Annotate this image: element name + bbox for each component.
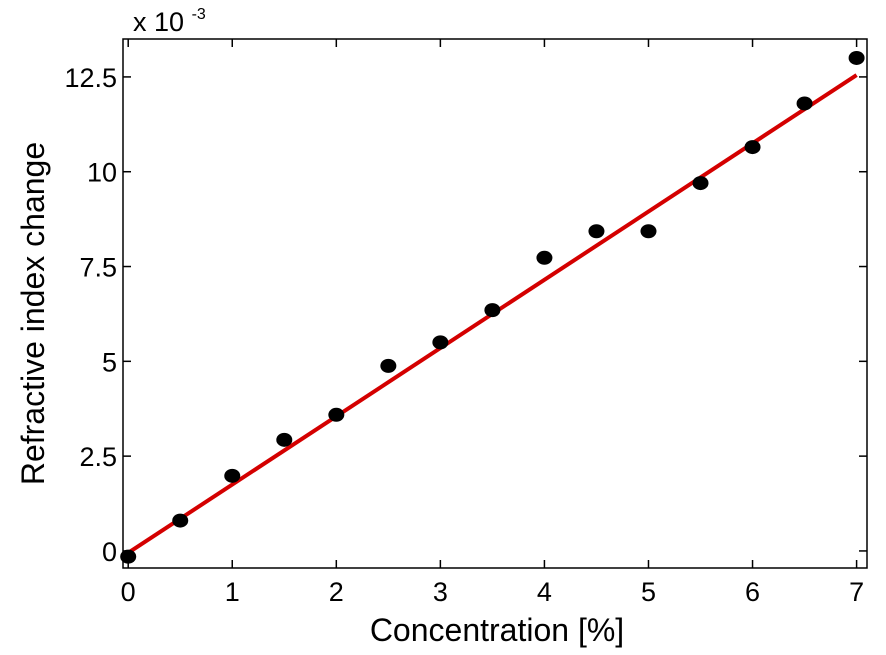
y-axis-label: Refractive index change <box>15 142 51 485</box>
tick-labels-layer: 0 1 2 3 4 5 6 7 0 2.5 5 7.5 10 12.5 <box>64 63 864 607</box>
data-point <box>588 224 605 239</box>
data-point <box>432 335 449 350</box>
y-tick-label: 12.5 <box>64 63 117 93</box>
data-point <box>120 549 137 564</box>
x-tick-label: 6 <box>745 577 760 607</box>
y-tick-label: 5 <box>102 347 117 377</box>
plot-frame <box>122 38 868 569</box>
data-point <box>640 224 657 239</box>
points-layer <box>120 50 865 564</box>
y-tick-label: 10 <box>87 158 117 188</box>
y-multiplier-label: x 10 -3 <box>133 6 206 37</box>
x-axis-label: Concentration [%] <box>370 612 624 648</box>
y-tick-label: 0 <box>102 537 117 567</box>
data-point <box>276 432 293 447</box>
x-tick-label: 4 <box>537 577 552 607</box>
x-tick-label: 5 <box>641 577 656 607</box>
data-point <box>328 407 345 422</box>
y-multiplier-base: x 10 <box>133 7 184 37</box>
data-point <box>484 303 501 318</box>
data-point <box>536 250 553 265</box>
y-tick-label: 7.5 <box>79 253 117 283</box>
x-tick-label: 7 <box>849 577 864 607</box>
ticks-layer <box>123 39 867 568</box>
data-point <box>380 358 397 373</box>
x-tick-label: 3 <box>433 577 448 607</box>
x-tick-label: 2 <box>329 577 344 607</box>
y-multiplier-exponent: -3 <box>192 6 206 23</box>
x-tick-label: 0 <box>121 577 136 607</box>
y-tick-label: 2.5 <box>79 442 117 472</box>
data-point <box>744 140 761 155</box>
data-point <box>692 176 709 191</box>
data-point <box>224 468 241 483</box>
data-point <box>172 513 189 528</box>
data-point <box>848 50 865 65</box>
x-tick-label: 1 <box>225 577 240 607</box>
data-point <box>796 96 813 111</box>
